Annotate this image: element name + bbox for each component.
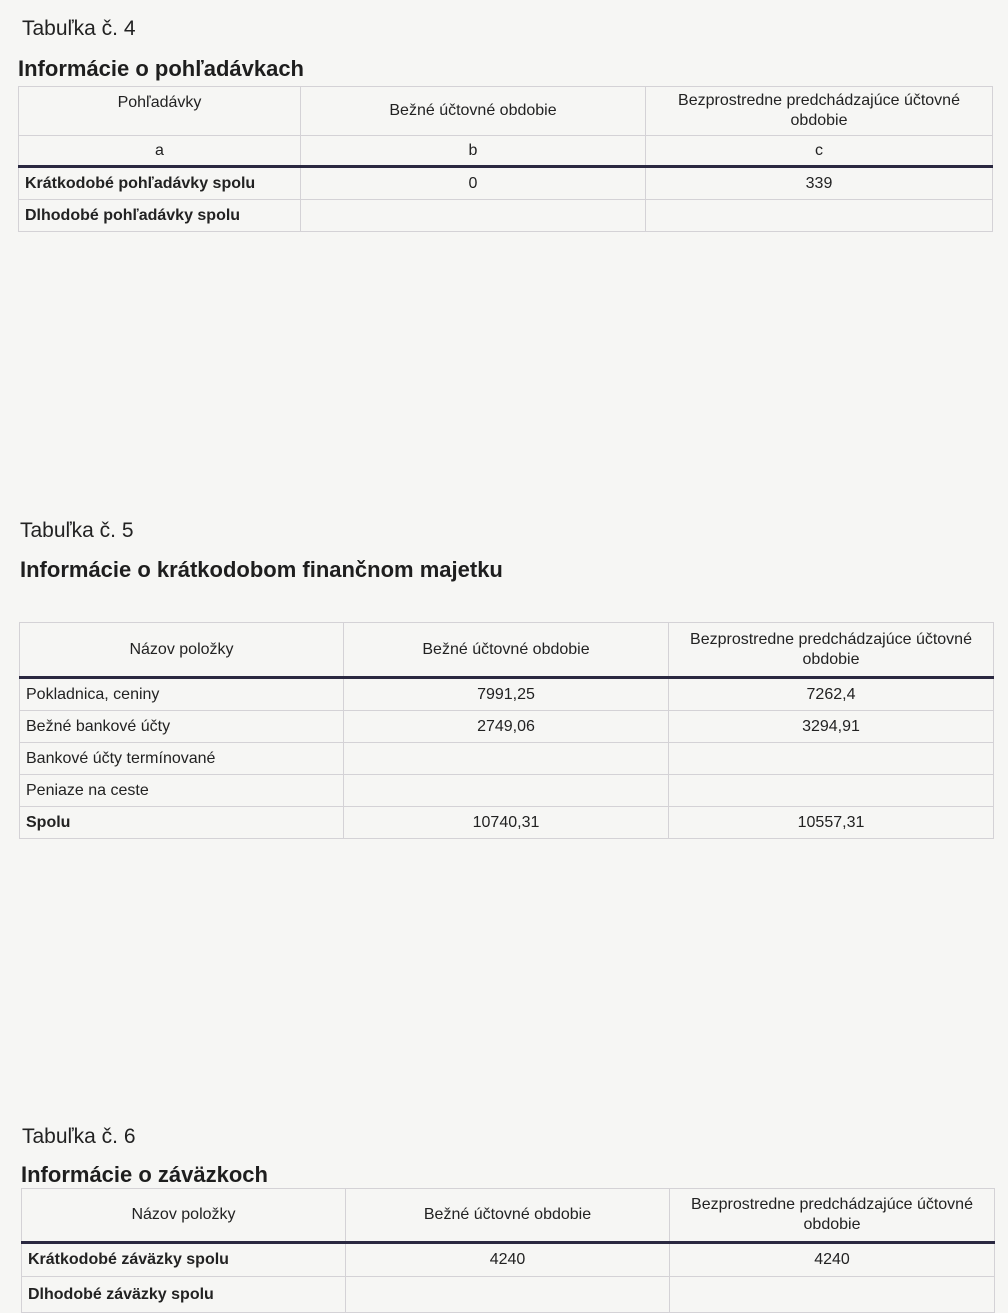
row-label: Bežné bankové účty bbox=[19, 710, 344, 743]
current-value: 0 bbox=[300, 166, 646, 200]
current-value: 10740,31 bbox=[343, 806, 669, 839]
receivables-table: Pohľadávky Bežné účtovné obdobie Bezpros… bbox=[18, 86, 993, 232]
table-row: Bežné bankové účty 2749,06 3294,91 bbox=[19, 710, 994, 743]
table-row: Dlhodobé záväzky spolu bbox=[21, 1276, 995, 1313]
current-value bbox=[343, 742, 669, 775]
table-row: Bankové účty termínované bbox=[19, 742, 994, 775]
table-row: Pokladnica, ceniny 7991,25 7262,4 bbox=[19, 677, 994, 711]
previous-value bbox=[668, 742, 994, 775]
row-label: Peniaze na ceste bbox=[19, 774, 344, 807]
col-header-previous: Bezprostredne predchádzajúce účtovné obd… bbox=[668, 622, 994, 679]
header-row: Pohľadávky Bežné účtovné obdobie Bezpros… bbox=[18, 86, 993, 136]
letter-a: a bbox=[18, 135, 301, 168]
table4-caption: Tabuľka č. 4 bbox=[22, 17, 136, 40]
table-row: Peniaze na ceste bbox=[19, 774, 994, 807]
table-row: Dlhodobé pohľadávky spolu bbox=[18, 199, 993, 232]
row-label: Dlhodobé pohľadávky spolu bbox=[18, 199, 301, 232]
table5-caption: Tabuľka č. 5 bbox=[20, 519, 134, 542]
previous-value bbox=[668, 774, 994, 807]
row-label: Dlhodobé záväzky spolu bbox=[21, 1276, 346, 1313]
letter-row: a b c bbox=[18, 135, 993, 168]
col-header-current: Bežné účtovné obdobie bbox=[343, 622, 669, 679]
col-header-receivables: Pohľadávky bbox=[18, 86, 301, 136]
current-value: 4240 bbox=[345, 1242, 670, 1277]
financial-assets-table: Názov položky Bežné účtovné obdobie Bezp… bbox=[19, 622, 994, 839]
table-row: Krátkodobé pohľadávky spolu 0 339 bbox=[18, 166, 993, 200]
col-header-current: Bežné účtovné obdobie bbox=[345, 1188, 670, 1244]
letter-b: b bbox=[300, 135, 646, 168]
row-label: Krátkodobé pohľadávky spolu bbox=[18, 166, 301, 200]
previous-value: 3294,91 bbox=[668, 710, 994, 743]
row-label: Pokladnica, ceniny bbox=[19, 677, 344, 711]
table6-heading: Informácie o záväzkoch bbox=[21, 1162, 268, 1187]
liabilities-table: Názov položky Bežné účtovné obdobie Bezp… bbox=[21, 1188, 995, 1313]
previous-value: 4240 bbox=[669, 1242, 995, 1277]
previous-value: 339 bbox=[645, 166, 993, 200]
current-value: 2749,06 bbox=[343, 710, 669, 743]
row-label: Bankové účty termínované bbox=[19, 742, 344, 775]
current-value bbox=[343, 774, 669, 807]
header-row: Názov položky Bežné účtovné obdobie Bezp… bbox=[19, 622, 994, 679]
col-header-current: Bežné účtovné obdobie bbox=[300, 86, 646, 136]
previous-value: 7262,4 bbox=[668, 677, 994, 711]
table4-heading: Informácie o pohľadávkach bbox=[18, 56, 304, 81]
previous-value: 10557,31 bbox=[668, 806, 994, 839]
row-label: Krátkodobé záväzky spolu bbox=[21, 1242, 346, 1277]
table-row: Krátkodobé záväzky spolu 4240 4240 bbox=[21, 1242, 995, 1277]
col-header-previous: Bezprostredne predchádzajúce účtovné obd… bbox=[645, 86, 993, 136]
row-label: Spolu bbox=[19, 806, 344, 839]
total-row: Spolu 10740,31 10557,31 bbox=[19, 806, 994, 839]
current-value bbox=[300, 199, 646, 232]
table5-heading: Informácie o krátkodobom finančnom majet… bbox=[20, 557, 503, 582]
letter-c: c bbox=[645, 135, 993, 168]
previous-value bbox=[669, 1276, 995, 1313]
col-header-item: Názov položky bbox=[21, 1188, 346, 1244]
col-header-previous: Bezprostredne predchádzajúce účtovné obd… bbox=[669, 1188, 995, 1244]
previous-value bbox=[645, 199, 993, 232]
header-row: Názov položky Bežné účtovné obdobie Bezp… bbox=[21, 1188, 995, 1244]
current-value bbox=[345, 1276, 670, 1313]
current-value: 7991,25 bbox=[343, 677, 669, 711]
table6-caption: Tabuľka č. 6 bbox=[22, 1125, 136, 1148]
col-header-item: Názov položky bbox=[19, 622, 344, 679]
